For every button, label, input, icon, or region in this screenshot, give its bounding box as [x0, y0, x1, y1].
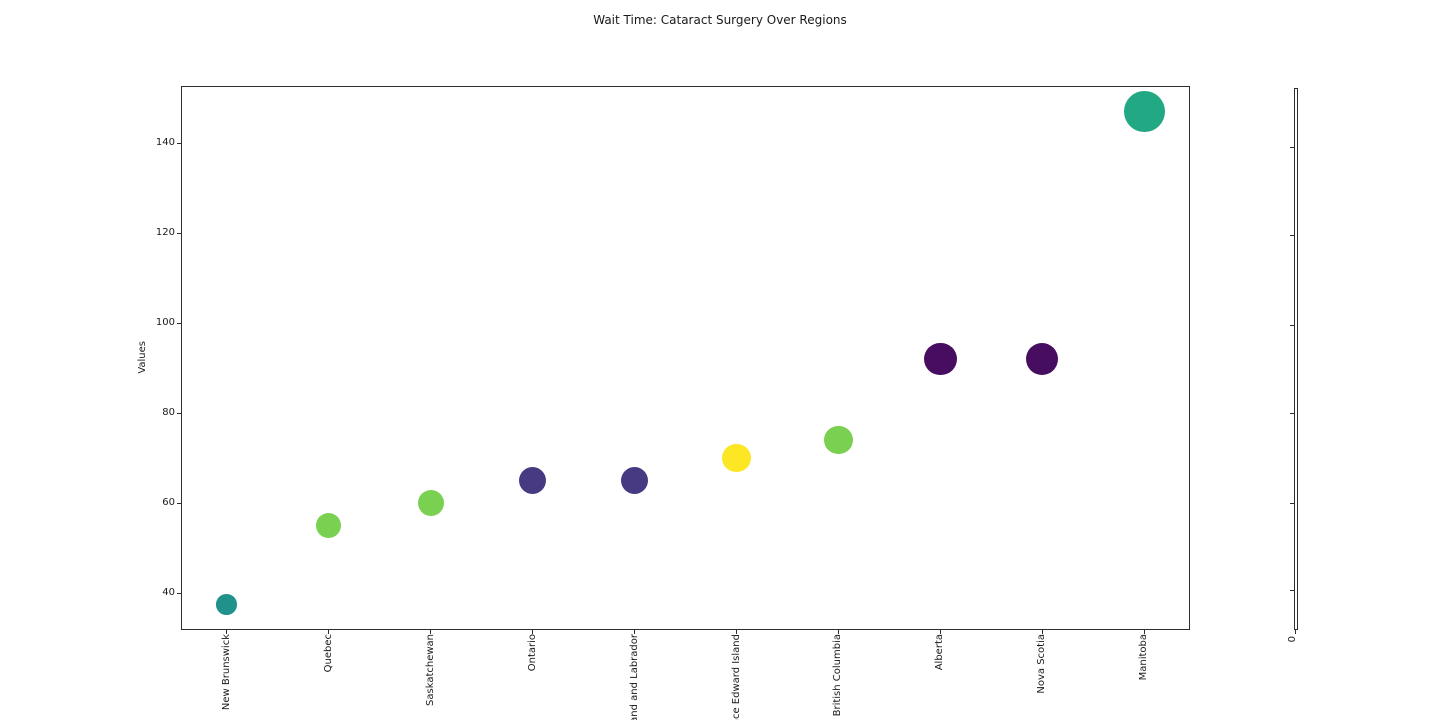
chart-title: Wait Time: Cataract Surgery Over Regions [593, 13, 847, 27]
x-tick-mark [1143, 630, 1145, 634]
data-point [316, 513, 342, 538]
y-tick-label: 100 [155, 317, 175, 328]
x-tick-mark [226, 630, 228, 634]
data-point [216, 593, 237, 615]
x-tick-mark [430, 630, 432, 634]
x-tick-mark [634, 630, 636, 634]
x-tick-label: British Columbia [832, 634, 844, 717]
y-tick-label: 140 [155, 137, 175, 148]
secondary-y-tick-mark [1290, 412, 1294, 414]
data-point [1026, 342, 1059, 376]
secondary-y-tick-mark [1290, 146, 1294, 148]
data-point [519, 466, 547, 495]
secondary-axis-strip [1294, 88, 1298, 630]
x-tick-mark [1041, 630, 1043, 634]
y-tick-mark [177, 322, 181, 324]
y-tick-label: 60 [162, 497, 175, 508]
x-tick-label: Prince Edward Island [730, 634, 742, 720]
x-tick-mark [532, 630, 534, 634]
y-tick-label: 120 [155, 227, 175, 238]
y-tick-mark [177, 142, 181, 144]
x-tick-label: New Brunswick [220, 634, 232, 711]
y-tick-label: 80 [162, 407, 175, 418]
y-tick-mark [177, 592, 181, 594]
data-point [824, 425, 853, 455]
secondary-axis-zero-label: 0 [1287, 636, 1298, 643]
secondary-y-tick-mark [1290, 589, 1294, 591]
x-tick-label: Manitoba [1138, 634, 1150, 681]
x-tick-label: Quebec [322, 634, 334, 673]
x-tick-mark [837, 630, 839, 634]
data-point [924, 342, 957, 376]
y-tick-mark [177, 232, 181, 234]
data-point [417, 489, 444, 516]
data-point [1123, 91, 1165, 132]
data-point [722, 443, 751, 473]
data-point [620, 466, 649, 495]
x-tick-mark [939, 630, 941, 634]
main-plot-area [181, 86, 1190, 630]
x-tick-label: Saskatchewan [424, 634, 436, 706]
secondary-x-tick-mark [1295, 630, 1296, 634]
x-tick-mark [328, 630, 330, 634]
x-tick-label: Ontario [526, 634, 538, 672]
y-tick-mark [177, 412, 181, 414]
x-tick-label: Nova Scotia [1036, 634, 1048, 694]
y-axis-label: Values [137, 341, 148, 374]
secondary-y-tick-mark [1290, 234, 1294, 236]
y-tick-mark [177, 502, 181, 504]
x-tick-label: Newfoundland and Labrador [628, 634, 640, 720]
x-tick-mark [736, 630, 737, 634]
y-tick-label: 40 [162, 587, 175, 598]
x-tick-label: Alberta [934, 634, 946, 671]
secondary-y-tick-mark [1290, 502, 1294, 504]
secondary-y-tick-mark [1290, 324, 1294, 326]
